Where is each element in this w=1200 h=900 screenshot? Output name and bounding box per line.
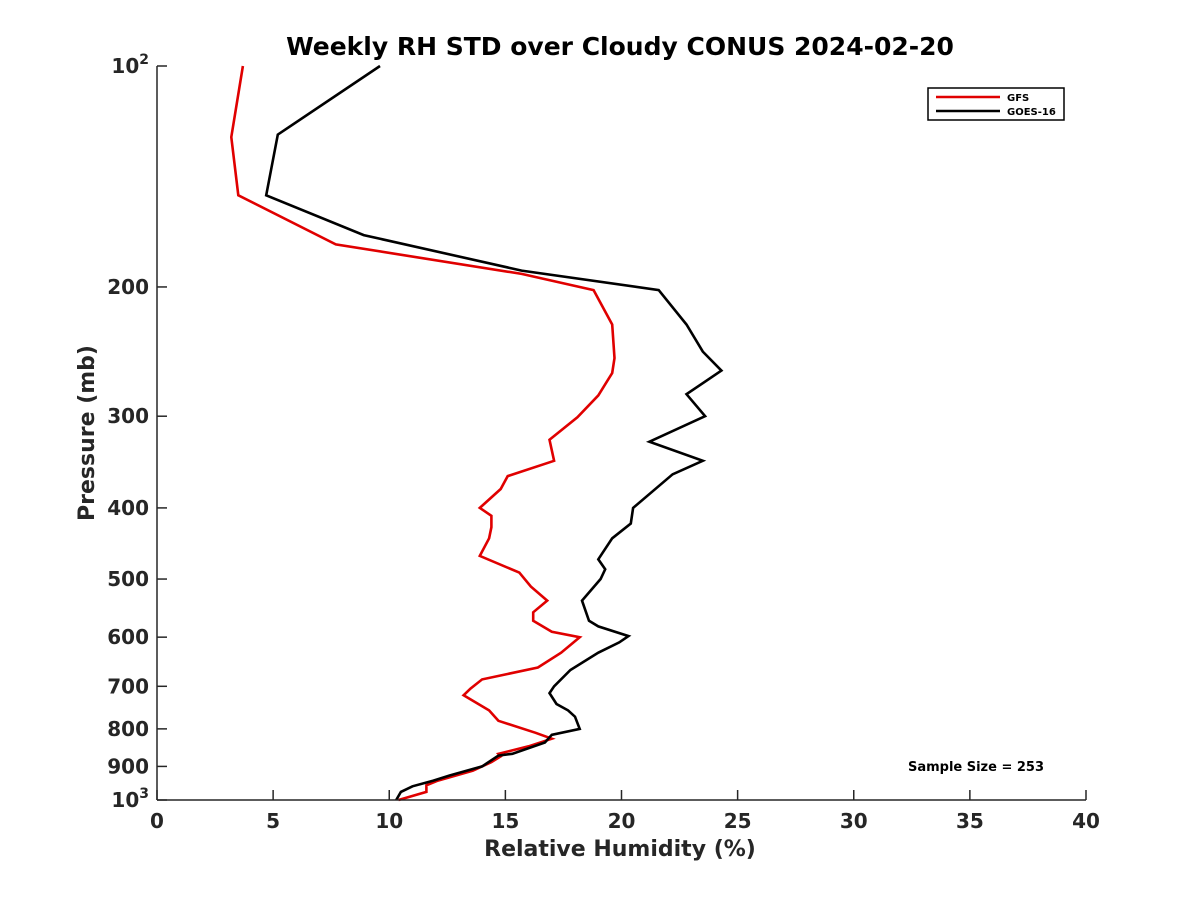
legend: GFS GOES-16 <box>927 87 1065 121</box>
x-axis-label: Relative Humidity (%) <box>484 837 756 862</box>
y-tick-label: 200 <box>107 275 149 299</box>
y-tick-label: 500 <box>107 567 149 591</box>
y-tick-label: 900 <box>107 754 149 778</box>
x-tick-label: 0 <box>150 809 164 833</box>
axes-layer: 0 5 10 15 20 25 30 35 40 102 200 300 400 500 600 700 800… <box>107 52 1100 833</box>
x-tick-label: 10 <box>375 809 403 833</box>
x-tick-label: 40 <box>1072 809 1100 833</box>
y-tick-label: 800 <box>107 717 149 741</box>
y-tick-label: 600 <box>107 625 149 649</box>
x-tick-label: 20 <box>608 809 636 833</box>
chart-title: Weekly RH STD over Cloudy CONUS 2024-02-… <box>286 32 954 61</box>
legend-label-gfs: GFS <box>1007 93 1029 104</box>
x-tick-label: 35 <box>956 809 984 833</box>
y-tick-label: 400 <box>107 496 149 520</box>
series-line-goes-16 <box>264 64 724 801</box>
y-tick-label: 700 <box>107 674 149 698</box>
legend-box <box>927 87 1065 121</box>
y-axis-label: Pressure (mb) <box>75 345 100 521</box>
series-layer <box>229 64 724 802</box>
series-line-gfs <box>229 65 616 802</box>
y-tick-label: 102 <box>111 52 149 78</box>
legend-label-goes-16: GOES-16 <box>1007 107 1056 118</box>
x-tick-label: 15 <box>491 809 519 833</box>
x-tick-label: 25 <box>724 809 752 833</box>
y-tick-label: 103 <box>111 786 149 812</box>
y-tick-label: 300 <box>107 404 149 428</box>
x-tick-label: 30 <box>840 809 868 833</box>
x-tick-label: 5 <box>266 809 280 833</box>
sample-size-annotation: Sample Size = 253 <box>908 760 1044 775</box>
